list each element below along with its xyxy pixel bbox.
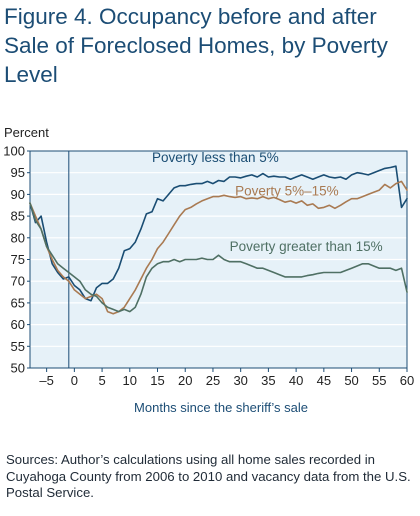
x-tick-label-0: –5 — [39, 373, 53, 388]
x-tick-label-12: 55 — [372, 373, 386, 388]
y-tick-label-0: 50 — [11, 361, 25, 376]
y-tick-label-7: 85 — [11, 209, 25, 224]
y-tick-label-1: 55 — [11, 339, 25, 354]
y-tick-label-4: 70 — [11, 274, 25, 289]
y-tick-label-5: 75 — [11, 252, 25, 267]
series-label-2: Poverty greater than 15% — [230, 239, 383, 254]
figure-title: Figure 4. Occupancy before and after Sal… — [4, 4, 388, 87]
y-tick-label-10: 100 — [3, 144, 25, 159]
x-tick-label-7: 30 — [233, 373, 247, 388]
x-tick-label-1: 0 — [71, 373, 78, 388]
x-tick-label-8: 35 — [261, 373, 275, 388]
y-tick-label-8: 90 — [11, 187, 25, 202]
series-line-2 — [29, 202, 408, 313]
y-tick-label-2: 60 — [11, 317, 25, 332]
series-label-1: Poverty 5%–15% — [235, 183, 339, 198]
x-tick-label-2: 5 — [98, 373, 105, 388]
x-tick-label-3: 10 — [123, 373, 137, 388]
x-tick-label-11: 50 — [344, 373, 358, 388]
x-tick-label-9: 40 — [289, 373, 303, 388]
x-tick-label-13: 60 — [400, 373, 414, 388]
x-tick-label-10: 45 — [317, 373, 331, 388]
x-tick-label-4: 15 — [150, 373, 164, 388]
y-tick-label-3: 65 — [11, 295, 25, 310]
x-tick-label-6: 25 — [206, 373, 220, 388]
y-tick-label-9: 95 — [11, 165, 25, 180]
sources-note: Sources: Author’s calculations using all… — [6, 452, 411, 500]
series-label-0: Poverty less than 5% — [152, 150, 279, 165]
y-axis-label: Percent — [4, 125, 49, 140]
occupancy-line-chart: Percent Months since the sheriff’s sale … — [3, 125, 414, 415]
x-tick-label-5: 20 — [178, 373, 192, 388]
y-tick-label-6: 80 — [11, 230, 25, 245]
x-axis-label: Months since the sheriff’s sale — [134, 400, 308, 415]
